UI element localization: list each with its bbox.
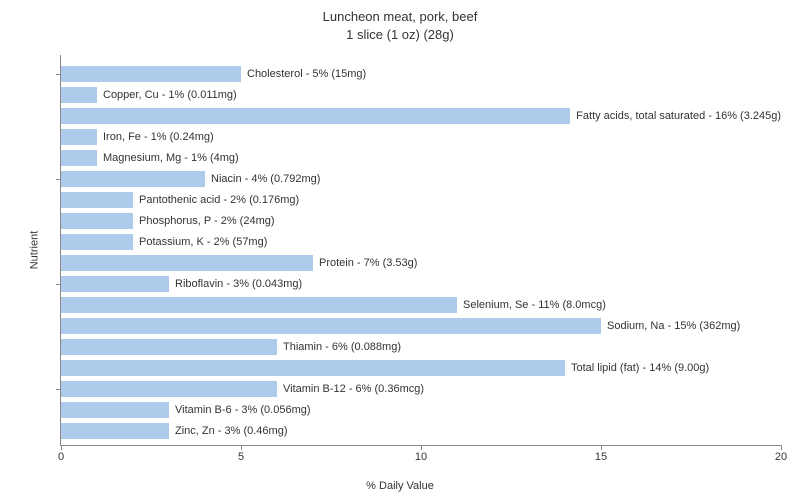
- y-tick-mark: [56, 74, 61, 75]
- bar-label: Sodium, Na - 15% (362mg): [607, 320, 740, 332]
- y-axis-label: Nutrient: [28, 231, 40, 270]
- bar: [61, 66, 241, 82]
- bar: [61, 318, 601, 334]
- x-axis-label: % Daily Value: [366, 480, 434, 492]
- x-tick-mark: [781, 445, 782, 450]
- bar-label: Thiamin - 6% (0.088mg): [283, 341, 401, 353]
- bar-label: Zinc, Zn - 3% (0.46mg): [175, 425, 287, 437]
- bar-row: Protein - 7% (3.53g): [61, 252, 781, 273]
- bar-label: Vitamin B-6 - 3% (0.056mg): [175, 404, 311, 416]
- bar: [61, 213, 133, 229]
- bar: [61, 87, 97, 103]
- bar: [61, 234, 133, 250]
- bar-row: Sodium, Na - 15% (362mg): [61, 315, 781, 336]
- x-tick-mark: [241, 445, 242, 450]
- bar-label: Protein - 7% (3.53g): [319, 257, 417, 269]
- bar-label: Iron, Fe - 1% (0.24mg): [103, 131, 214, 143]
- title-line-2: 1 slice (1 oz) (28g): [346, 27, 454, 42]
- bar: [61, 276, 169, 292]
- bar-row: Selenium, Se - 11% (8.0mcg): [61, 294, 781, 315]
- bar-row: Fatty acids, total saturated - 16% (3.24…: [61, 105, 781, 126]
- bar-row: Niacin - 4% (0.792mg): [61, 168, 781, 189]
- bar: [61, 381, 277, 397]
- bar-label: Phosphorus, P - 2% (24mg): [139, 215, 275, 227]
- x-tick-label: 15: [595, 451, 607, 463]
- bar: [61, 150, 97, 166]
- bar: [61, 402, 169, 418]
- x-tick-label: 20: [775, 451, 787, 463]
- bar-label: Cholesterol - 5% (15mg): [247, 68, 366, 80]
- bar-row: Copper, Cu - 1% (0.011mg): [61, 84, 781, 105]
- x-tick-label: 5: [238, 451, 244, 463]
- bars-container: Cholesterol - 5% (15mg) Copper, Cu - 1% (…: [61, 55, 781, 453]
- x-tick-mark: [61, 445, 62, 450]
- bar-row: Thiamin - 6% (0.088mg): [61, 336, 781, 357]
- bar-label: Pantothenic acid - 2% (0.176mg): [139, 194, 299, 206]
- bar-label: Selenium, Se - 11% (8.0mcg): [463, 299, 606, 311]
- y-tick-mark: [56, 179, 61, 180]
- bar: [61, 192, 133, 208]
- title-line-1: Luncheon meat, pork, beef: [323, 9, 478, 24]
- bar-label: Riboflavin - 3% (0.043mg): [175, 278, 302, 290]
- bar-row: Vitamin B-6 - 3% (0.056mg): [61, 399, 781, 420]
- bar-label: Niacin - 4% (0.792mg): [211, 173, 320, 185]
- bar-label: Copper, Cu - 1% (0.011mg): [103, 89, 237, 101]
- bar: [61, 423, 169, 439]
- bar-row: Total lipid (fat) - 14% (9.00g): [61, 357, 781, 378]
- bar: [61, 108, 570, 124]
- bar-label: Vitamin B-12 - 6% (0.36mcg): [283, 383, 424, 395]
- bar-row: Zinc, Zn - 3% (0.46mg): [61, 420, 781, 441]
- bar: [61, 297, 457, 313]
- bar-label: Magnesium, Mg - 1% (4mg): [103, 152, 239, 164]
- bar-label: Fatty acids, total saturated - 16% (3.24…: [576, 110, 781, 122]
- bar-row: Magnesium, Mg - 1% (4mg): [61, 147, 781, 168]
- chart-title: Luncheon meat, pork, beef 1 slice (1 oz)…: [0, 0, 800, 44]
- bar-row: Cholesterol - 5% (15mg): [61, 63, 781, 84]
- bar: [61, 129, 97, 145]
- x-tick-label: 10: [415, 451, 427, 463]
- bar-label: Total lipid (fat) - 14% (9.00g): [571, 362, 709, 374]
- y-tick-mark: [56, 284, 61, 285]
- bar-label: Potassium, K - 2% (57mg): [139, 236, 267, 248]
- bar: [61, 360, 565, 376]
- bar-row: Pantothenic acid - 2% (0.176mg): [61, 189, 781, 210]
- bar-row: Iron, Fe - 1% (0.24mg): [61, 126, 781, 147]
- bar-row: Potassium, K - 2% (57mg): [61, 231, 781, 252]
- plot-area: Cholesterol - 5% (15mg) Copper, Cu - 1% (…: [60, 55, 781, 446]
- x-tick-mark: [601, 445, 602, 450]
- bar: [61, 339, 277, 355]
- nutrient-chart: Luncheon meat, pork, beef 1 slice (1 oz)…: [0, 0, 800, 500]
- bar-row: Riboflavin - 3% (0.043mg): [61, 273, 781, 294]
- bar-row: Phosphorus, P - 2% (24mg): [61, 210, 781, 231]
- x-tick-label: 0: [58, 451, 64, 463]
- bar: [61, 171, 205, 187]
- x-tick-mark: [421, 445, 422, 450]
- bar: [61, 255, 313, 271]
- y-tick-mark: [56, 389, 61, 390]
- bar-row: Vitamin B-12 - 6% (0.36mcg): [61, 378, 781, 399]
